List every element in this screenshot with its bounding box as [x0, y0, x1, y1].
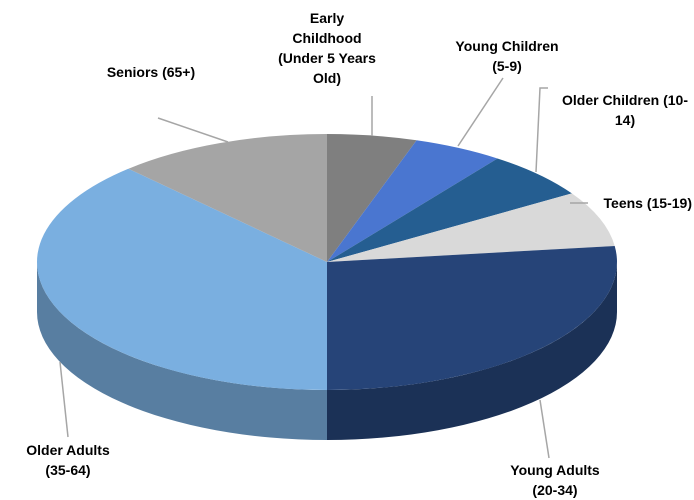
pie-slice-side — [327, 262, 617, 440]
slice-label: Older Adults (35-64) — [26, 442, 110, 478]
pie-slice — [327, 193, 615, 262]
leader-line — [535, 87, 548, 173]
slice-label: Young Adults (20-34) — [510, 462, 600, 498]
slice-label: Teens (15-19) — [603, 195, 692, 211]
slice-label: Seniors (65+) — [106, 64, 196, 80]
pie-slice — [327, 134, 417, 262]
pie-slice — [37, 168, 328, 390]
slice-label: Early Childhood (Under 5 Years Old) — [278, 10, 376, 86]
pie-slice — [327, 245, 617, 390]
pie-slice — [327, 140, 498, 262]
leader-line — [157, 117, 229, 143]
leader-line — [539, 399, 550, 459]
pie-slice-side — [37, 262, 327, 440]
slice-label: Older Children (10-14) — [561, 92, 689, 128]
leader-line — [457, 77, 504, 147]
pie-slice — [128, 134, 327, 262]
slice-label: Young Children (5-9) — [455, 38, 559, 74]
pie-slice — [327, 158, 572, 262]
leader-line — [59, 361, 69, 438]
